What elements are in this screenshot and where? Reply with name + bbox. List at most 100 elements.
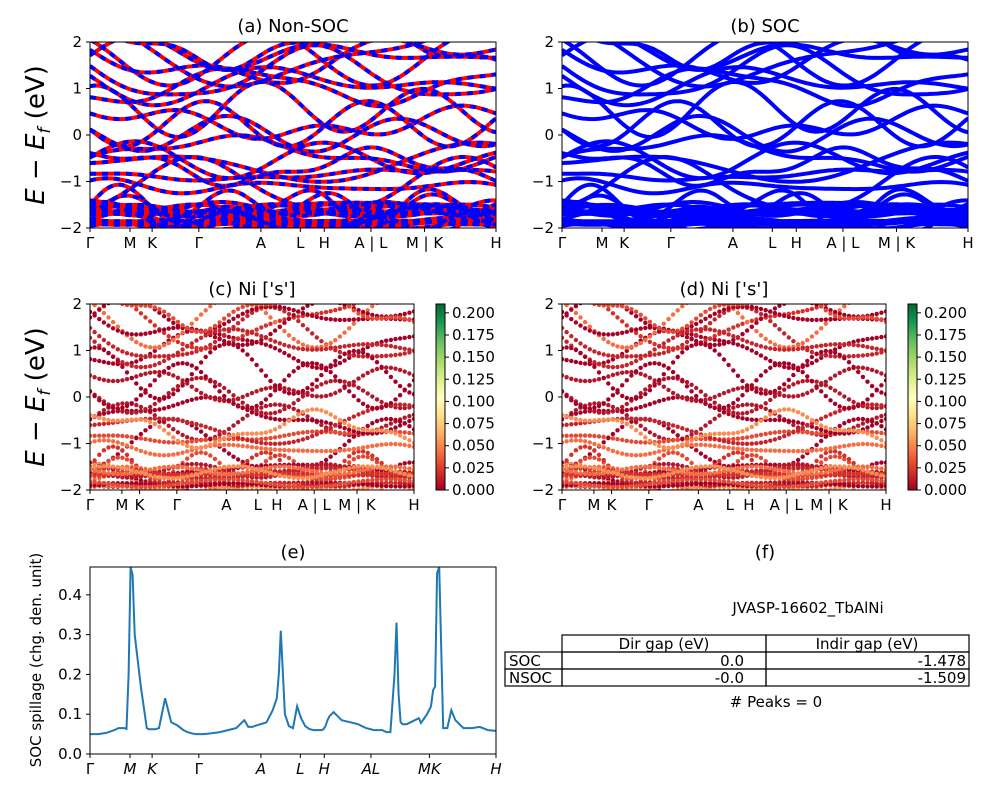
projected-point: [782, 313, 787, 318]
projected-point: [754, 386, 759, 391]
projected-point: [564, 345, 569, 350]
projected-point: [134, 397, 139, 402]
projected-point: [286, 391, 292, 396]
projected-point: [129, 304, 134, 308]
projected-point: [90, 465, 93, 471]
projected-point: [393, 379, 398, 384]
projected-point: [846, 342, 852, 347]
projected-point: [564, 304, 569, 308]
projected-point: [666, 421, 671, 427]
projected-point: [365, 478, 370, 483]
projected-point: [272, 435, 278, 440]
projected-point: [129, 457, 134, 463]
projected-point: [819, 382, 824, 388]
projected-point: [212, 329, 218, 334]
projected-point: [305, 475, 310, 481]
projected-point: [388, 429, 394, 435]
projected-point: [842, 456, 847, 462]
projected-point: [291, 484, 296, 489]
projected-point: [249, 405, 255, 410]
projected-point: [411, 479, 414, 484]
projected-point: [689, 429, 694, 434]
projected-point: [865, 441, 870, 447]
projected-point: [777, 361, 782, 366]
projected-point: [666, 450, 671, 456]
projected-point: [606, 435, 611, 441]
projected-point: [791, 363, 796, 368]
projected-point: [272, 383, 278, 388]
projected-point: [166, 483, 171, 488]
projected-point: [879, 418, 884, 424]
projected-point: [337, 418, 343, 423]
projected-point: [328, 462, 333, 467]
projected-point: [740, 455, 745, 461]
projected-point: [110, 433, 116, 438]
projected-point: [356, 342, 361, 347]
projected-point: [763, 415, 768, 420]
projected-point: [819, 389, 824, 394]
projected-point: [652, 441, 657, 446]
projected-point: [615, 428, 620, 433]
projected-point: [707, 487, 713, 490]
band-line: [562, 65, 968, 108]
projected-point: [740, 451, 745, 456]
projected-point: [360, 449, 366, 454]
projected-point: [370, 464, 375, 469]
projected-point: [721, 390, 727, 396]
projected-point: [97, 464, 102, 469]
projected-point: [411, 483, 414, 489]
projected-point: [832, 401, 838, 406]
projected-point: [198, 429, 204, 434]
projected-point: [90, 412, 93, 418]
projected-point: [615, 371, 620, 376]
projected-point: [198, 423, 204, 428]
projected-point: [805, 338, 810, 343]
projected-point: [744, 319, 750, 325]
projected-point: [749, 304, 754, 310]
projected-point: [615, 418, 620, 423]
projected-point: [657, 443, 662, 449]
band-line: [562, 219, 968, 227]
projected-point: [272, 328, 278, 333]
projected-point: [365, 472, 370, 477]
projected-point: [323, 457, 329, 463]
projected-point: [189, 484, 194, 489]
projected-point: [268, 470, 273, 475]
projected-point: [384, 353, 389, 358]
projected-point: [402, 430, 407, 435]
projected-point: [171, 353, 176, 358]
x-tick-label: H: [408, 496, 419, 514]
projected-point: [217, 460, 222, 466]
projected-point: [610, 332, 616, 337]
projected-point: [203, 437, 208, 443]
projected-point: [823, 342, 828, 348]
projected-point: [731, 387, 736, 392]
projected-point: [768, 339, 773, 345]
projected-point: [643, 435, 648, 440]
projected-point: [370, 304, 375, 309]
projected-point: [764, 490, 768, 494]
projected-point: [814, 384, 819, 389]
projected-point: [633, 453, 639, 458]
projected-point: [606, 402, 611, 408]
projected-point: [314, 432, 319, 437]
projected-point: [166, 312, 171, 317]
projected-point: [638, 431, 643, 436]
projected-point: [680, 350, 685, 355]
projected-point: [707, 404, 713, 409]
projected-point: [291, 391, 296, 396]
projected-point: [754, 447, 759, 453]
projected-point: [629, 396, 634, 402]
projected-point: [860, 416, 866, 422]
projected-point: [328, 369, 333, 375]
projected-point: [171, 435, 176, 440]
projected-point: [749, 383, 754, 388]
projected-point: [828, 398, 833, 403]
projected-point: [347, 382, 352, 388]
projected-point: [319, 299, 323, 303]
projected-point: [670, 429, 676, 434]
projected-point: [231, 316, 236, 321]
projected-point: [235, 327, 241, 332]
projected-point: [689, 460, 694, 466]
band-line: [90, 155, 496, 213]
